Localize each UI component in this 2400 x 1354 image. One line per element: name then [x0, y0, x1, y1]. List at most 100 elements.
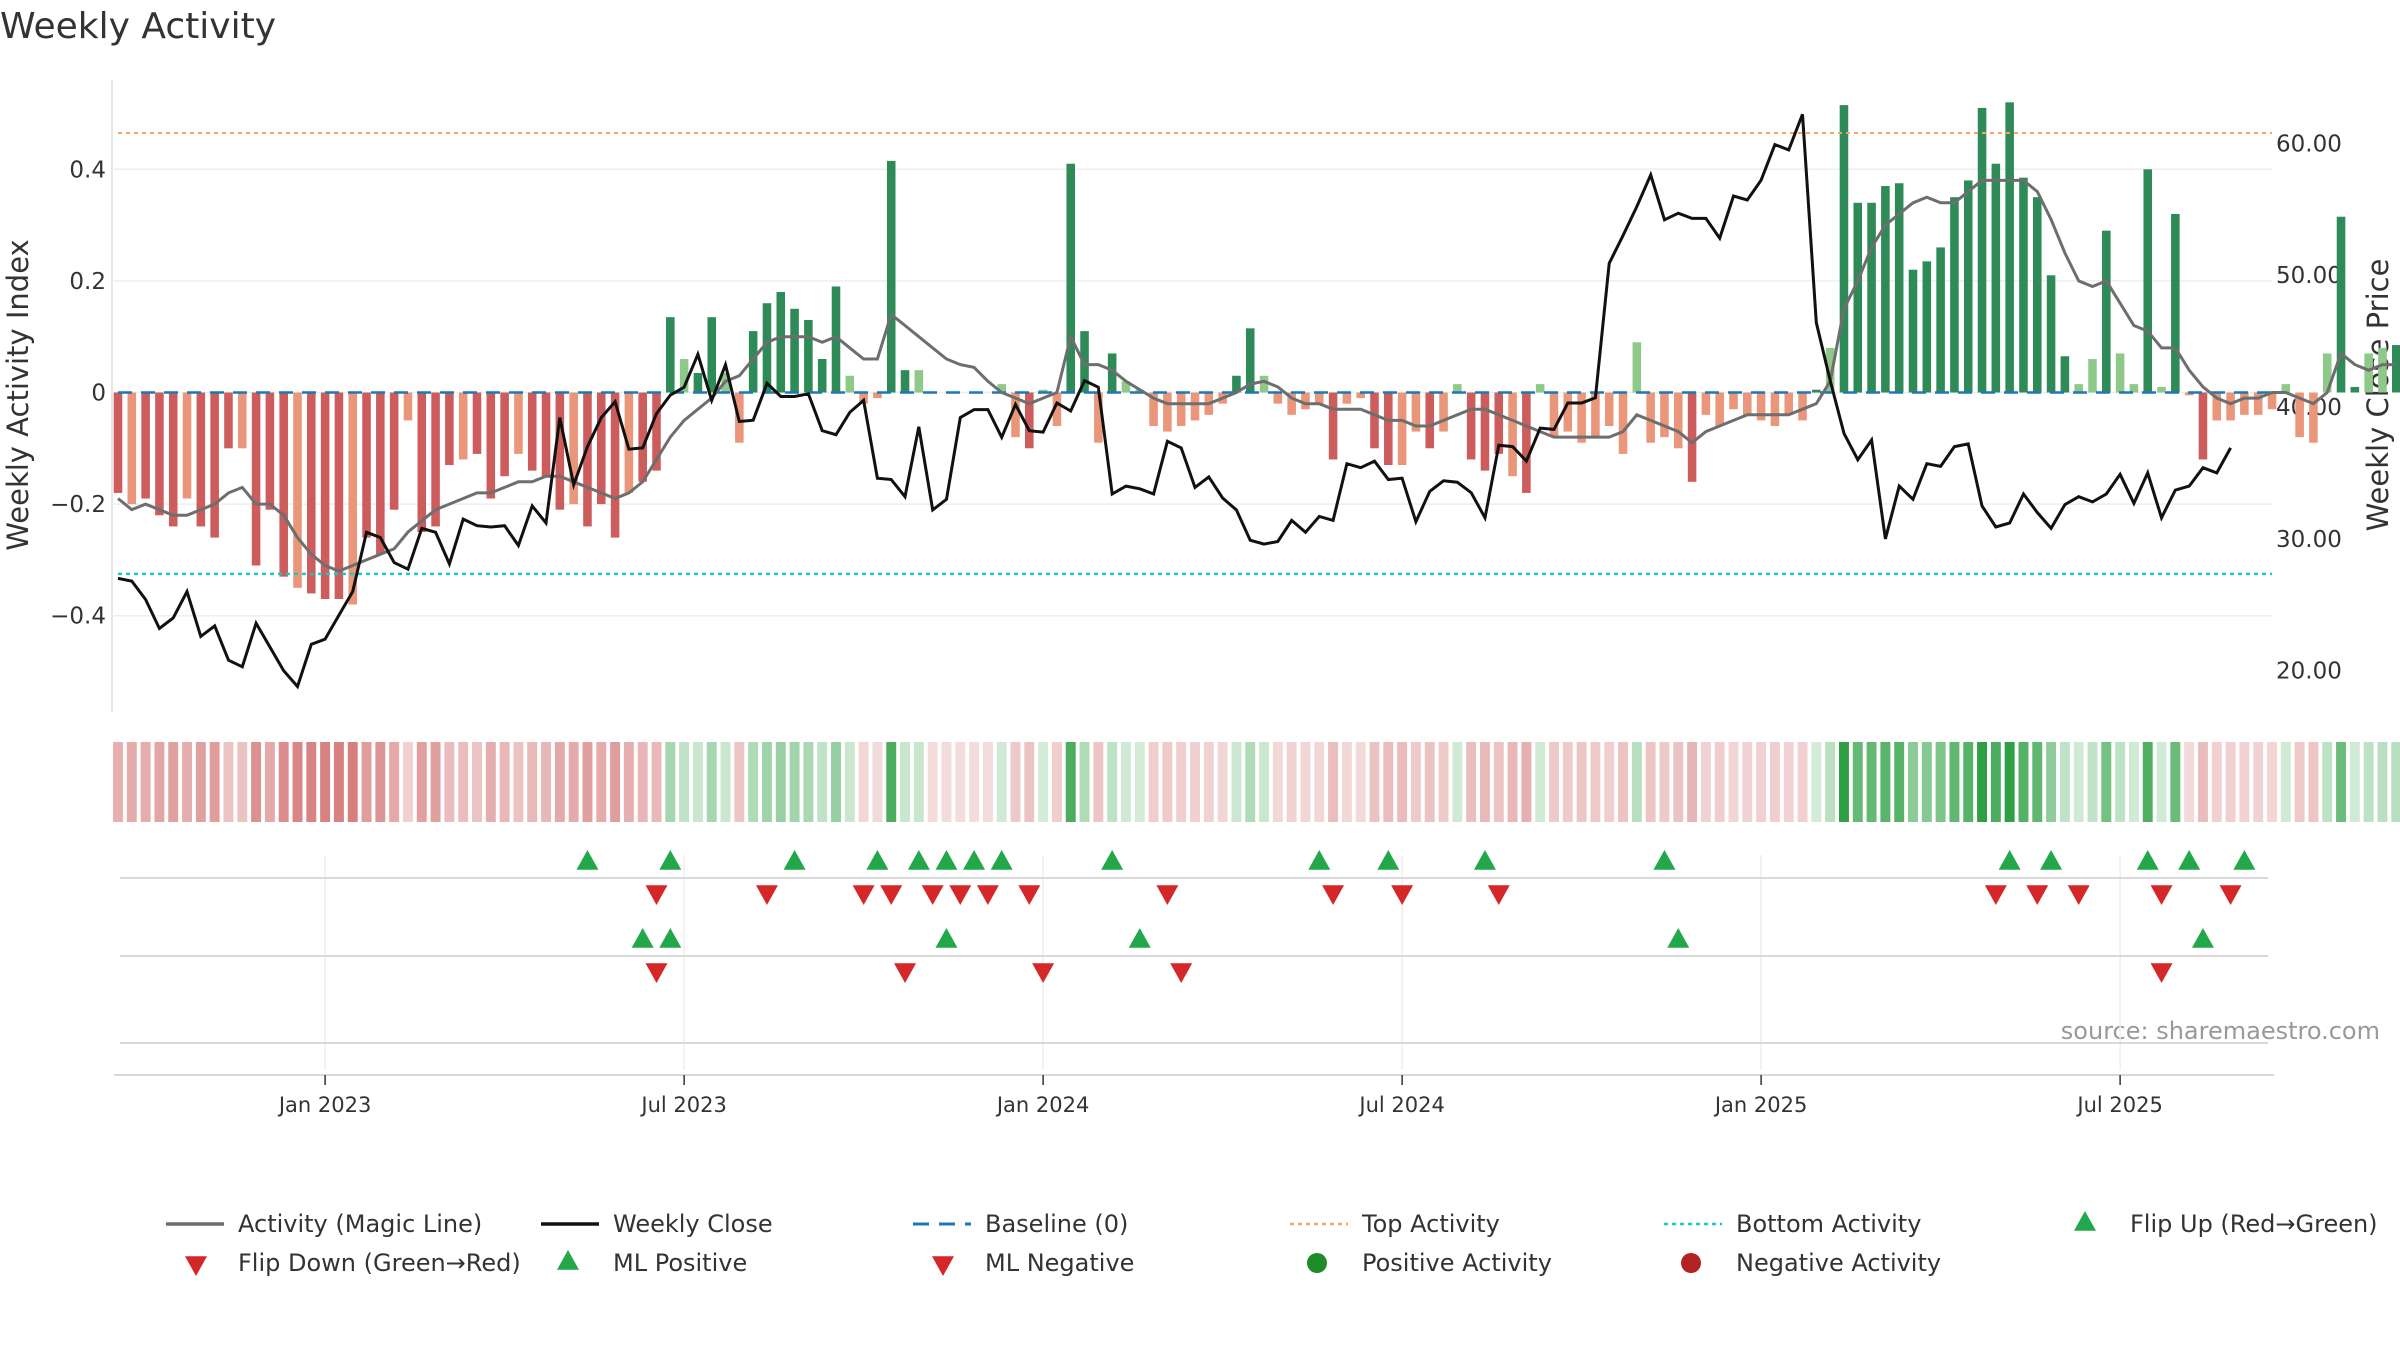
activity-bar	[1287, 392, 1296, 415]
activity-bar	[596, 392, 606, 505]
activity-bar	[2171, 213, 2180, 393]
signal-strip-cell	[416, 742, 427, 822]
activity-bar	[2032, 197, 2042, 393]
signal-strip-cell	[2211, 742, 2222, 822]
y-right-tick-label: 20.00	[2276, 659, 2342, 685]
signal-strip-cell	[499, 742, 510, 822]
activity-bar	[1149, 392, 1158, 426]
signal-strip-cell	[2156, 742, 2167, 822]
signal-strip-cell	[831, 742, 841, 822]
signal-strip-cell	[527, 742, 538, 822]
signal-strip-cell	[1079, 742, 1090, 822]
signal-strip-cell	[2363, 742, 2374, 822]
signal-strip-cell	[886, 742, 897, 822]
activity-bar	[666, 317, 675, 393]
signal-strip-cell	[1977, 742, 1988, 822]
y-left-tick-label: −0.2	[50, 492, 106, 518]
weekly-close-series	[117, 113, 2232, 690]
ml-positive-marker	[1667, 928, 1690, 948]
activity-bar	[2267, 392, 2277, 410]
activity-bar	[1591, 392, 1600, 438]
signal-strip-cell	[941, 742, 952, 822]
activity-bar	[486, 392, 496, 499]
activity-bar	[2088, 359, 2097, 393]
activity-bar	[1342, 392, 1352, 404]
signal-strip-cell	[1659, 742, 1670, 822]
signal-strip-cell	[1631, 742, 1642, 822]
flip-down-marker	[976, 885, 999, 905]
activity-bar	[1038, 389, 1048, 393]
ml-positive-marker	[1128, 928, 1151, 948]
flip-down-marker	[921, 885, 944, 905]
signal-strip-cell	[582, 742, 593, 822]
signal-strip-cell	[1383, 742, 1394, 822]
signal-strip-cell	[2294, 742, 2305, 822]
signal-strip-cell	[1397, 742, 1408, 822]
y-axis-left-label: Weekly Activity Index	[1, 239, 35, 550]
flip-down-marker	[2026, 885, 2049, 905]
signal-strip-cell	[1645, 742, 1656, 822]
ml-negative-marker	[1170, 963, 1193, 983]
signal-strip-cell	[1562, 742, 1573, 822]
activity-bar	[2074, 384, 2083, 393]
activity-bar	[1784, 392, 1794, 415]
signal-strip-cell	[1507, 742, 1518, 822]
activity-bar	[1908, 269, 1918, 393]
y-left-tick-label: −0.4	[50, 604, 106, 630]
signal-strip-cell	[2377, 742, 2388, 822]
activity-bar	[873, 392, 882, 399]
activity-bar	[141, 392, 150, 499]
signal-strip-cell	[320, 742, 331, 822]
flip-up-marker	[659, 850, 682, 870]
activity-bar	[417, 392, 427, 533]
activity-bar	[1425, 392, 1435, 449]
activity-bar	[2240, 392, 2249, 415]
signal-strip-cell	[2184, 742, 2195, 822]
activity-bar	[1011, 392, 1020, 438]
activity-bar	[900, 370, 910, 393]
signal-strip-cell	[1921, 742, 1932, 822]
signal-strip-cell	[982, 742, 993, 822]
activity-bar	[2212, 392, 2222, 421]
activity-bar	[1756, 392, 1766, 421]
signal-strip-cell	[251, 742, 262, 822]
flip-up-marker	[907, 850, 930, 870]
signal-strip-cell	[1107, 742, 1118, 822]
activity-bar	[1466, 392, 1476, 460]
flip-down-marker	[645, 885, 668, 905]
activity-bar	[2005, 102, 2014, 393]
activity-bar	[1798, 392, 1807, 421]
activity-bar	[2102, 230, 2111, 393]
activity-bar	[1963, 180, 1973, 393]
signal-strip-cell	[927, 742, 938, 822]
activity-bar	[1094, 392, 1103, 443]
activity-bar	[2295, 392, 2304, 438]
flip-up-marker	[866, 850, 889, 870]
activity-bar	[1922, 261, 1932, 393]
signal-strip-cell	[1687, 742, 1698, 822]
signal-strip-cell	[1466, 742, 1477, 822]
signal-strip-cell	[1176, 742, 1187, 822]
activity-bar	[541, 392, 551, 477]
signal-strip-cell	[2225, 742, 2236, 822]
legend-label: ML Positive	[613, 1249, 747, 1277]
activity-bar	[1881, 186, 1890, 393]
signal-strip-cell	[1866, 742, 1877, 822]
activity-bar	[527, 392, 537, 471]
signal-strip-cell	[665, 742, 676, 822]
signal-strip-cell	[1231, 742, 1242, 822]
legend-label: Baseline (0)	[985, 1210, 1128, 1238]
activity-bar	[293, 392, 302, 588]
signal-strip-cell	[2267, 742, 2277, 822]
signal-strip-cell	[1990, 742, 2001, 822]
signal-strip-cell	[955, 742, 966, 822]
activity-bar	[1356, 392, 1365, 399]
activity-bar	[1494, 392, 1504, 454]
signal-strip-cell	[1908, 742, 1918, 822]
activity-bar	[2281, 384, 2291, 393]
activity-bar	[652, 392, 661, 471]
activity-bar	[320, 392, 330, 599]
signal-strip-cell	[1963, 742, 1974, 822]
activity-bar	[500, 392, 509, 477]
activity-bar	[334, 392, 344, 599]
